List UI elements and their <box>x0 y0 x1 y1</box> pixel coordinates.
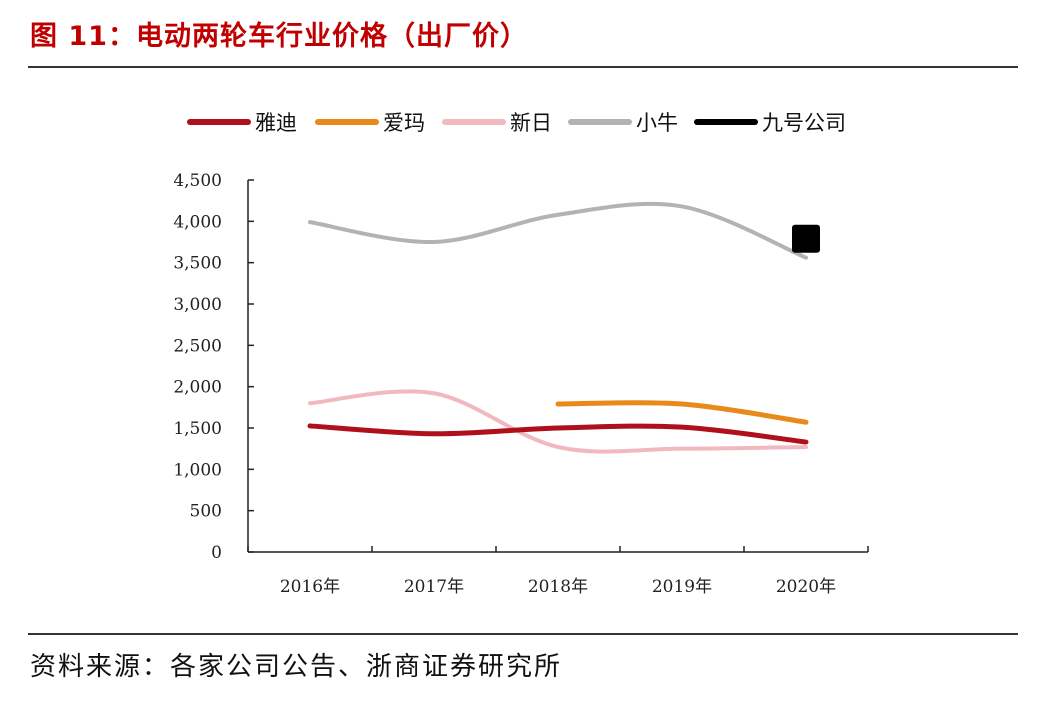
x-tick-label: 2020年 <box>776 577 836 597</box>
y-tick-label: 2,500 <box>173 336 222 356</box>
series-line-新日 <box>308 389 808 454</box>
y-tick-label: 1,500 <box>173 419 222 439</box>
x-tick-label: 2016年 <box>280 577 340 597</box>
legend-label: 雅迪 <box>255 111 297 135</box>
y-tick-label: 3,000 <box>173 295 222 315</box>
y-tick-label: 4,500 <box>173 171 222 191</box>
series-line-爱玛 <box>555 400 809 425</box>
series-line-小牛 <box>308 201 808 260</box>
y-tick-label: 1,000 <box>173 460 222 480</box>
series-marker-九号公司 <box>792 224 820 253</box>
x-tick-label: 2018年 <box>528 577 588 597</box>
chart-title: 图 11：电动两轮车行业价格（出厂价） <box>30 21 528 52</box>
x-tick-label: 2019年 <box>652 577 712 597</box>
y-tick-label: 4,000 <box>173 212 222 232</box>
y-tick-label: 3,500 <box>173 254 222 274</box>
y-tick-label: 0 <box>211 543 222 563</box>
series-line-雅迪 <box>307 423 809 445</box>
title-rule <box>28 66 1018 68</box>
x-tick-label: 2017年 <box>404 577 464 597</box>
source-note: 资料来源：各家公司公告、浙商证券研究所 <box>30 652 563 682</box>
y-tick-label: 500 <box>190 502 222 522</box>
legend-label: 九号公司 <box>762 111 846 135</box>
source-rule <box>28 633 1018 635</box>
legend-label: 新日 <box>510 111 552 135</box>
y-tick-label: 2,000 <box>173 378 222 398</box>
legend-label: 小牛 <box>636 111 678 135</box>
legend-label: 爱玛 <box>383 111 425 135</box>
